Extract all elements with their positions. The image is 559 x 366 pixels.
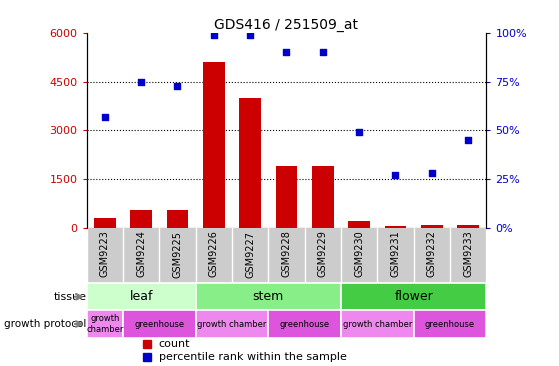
Text: GSM9232: GSM9232 <box>427 231 437 277</box>
Title: GDS416 / 251509_at: GDS416 / 251509_at <box>215 18 358 32</box>
Point <box>391 172 400 178</box>
Text: GSM9231: GSM9231 <box>391 231 400 277</box>
Text: tissue: tissue <box>54 292 87 302</box>
Bar <box>196 283 341 310</box>
Text: flower: flower <box>394 290 433 303</box>
Text: GSM9229: GSM9229 <box>318 231 328 277</box>
Text: leaf: leaf <box>129 290 153 303</box>
Bar <box>123 310 196 338</box>
Bar <box>130 210 152 228</box>
Bar <box>167 210 188 228</box>
Bar <box>268 310 341 338</box>
Text: growth protocol: growth protocol <box>4 319 87 329</box>
Bar <box>87 283 196 310</box>
Bar <box>348 221 370 228</box>
Point <box>246 32 255 38</box>
Bar <box>276 166 297 228</box>
Bar <box>312 166 334 228</box>
Text: GSM9224: GSM9224 <box>136 231 146 277</box>
Text: GSM9226: GSM9226 <box>209 231 219 277</box>
Text: greenhouse: greenhouse <box>425 320 475 329</box>
Text: count: count <box>159 339 190 349</box>
Bar <box>414 310 486 338</box>
Text: GSM9223: GSM9223 <box>100 231 110 277</box>
Bar <box>385 226 406 228</box>
Text: GSM9230: GSM9230 <box>354 231 364 277</box>
Point <box>209 32 218 38</box>
Text: GSM9228: GSM9228 <box>282 231 291 277</box>
Bar <box>341 310 414 338</box>
Text: growth
chamber: growth chamber <box>86 314 124 334</box>
Point <box>136 79 145 85</box>
Text: GSM9227: GSM9227 <box>245 231 255 278</box>
Text: growth chamber: growth chamber <box>197 320 267 329</box>
Bar <box>94 218 116 228</box>
Bar <box>421 225 443 228</box>
Text: growth chamber: growth chamber <box>343 320 412 329</box>
Bar <box>239 98 261 228</box>
Point <box>464 137 473 143</box>
Bar <box>341 283 486 310</box>
Text: GSM9233: GSM9233 <box>463 231 473 277</box>
Point <box>319 49 328 55</box>
Bar <box>457 225 479 228</box>
Bar <box>196 310 268 338</box>
Point <box>101 114 110 120</box>
Text: stem: stem <box>253 290 284 303</box>
Text: greenhouse: greenhouse <box>280 320 330 329</box>
Point <box>427 170 436 176</box>
Text: greenhouse: greenhouse <box>134 320 184 329</box>
Bar <box>87 310 123 338</box>
Text: GSM9225: GSM9225 <box>173 231 182 278</box>
Point <box>282 49 291 55</box>
Text: percentile rank within the sample: percentile rank within the sample <box>159 352 347 362</box>
Point <box>173 83 182 89</box>
Point <box>355 130 364 135</box>
Bar <box>203 62 225 228</box>
